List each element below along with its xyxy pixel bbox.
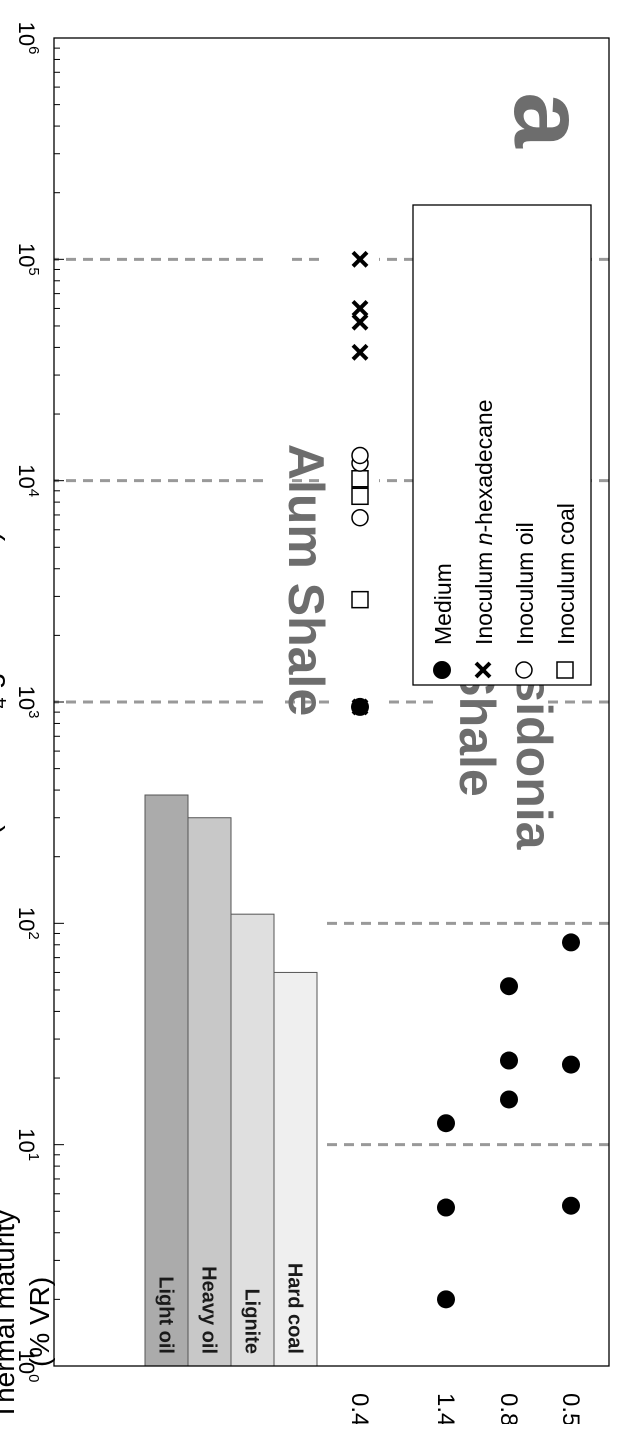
legend-marker [556, 661, 574, 679]
legend-label: Inoculum n-hexadecane [471, 399, 497, 645]
data-point-square [351, 487, 369, 506]
data-point-circle-open [351, 446, 369, 465]
x-tick-label: 104 [14, 464, 42, 497]
data-point-x-stroke [351, 250, 369, 268]
data-point-x-stroke [351, 343, 369, 361]
data-points [351, 250, 580, 1309]
group-label-alum: Alum Shale [278, 444, 334, 716]
y-axis-title-line2: (% VR) [24, 1277, 55, 1367]
data-point-circle-filled [437, 1198, 455, 1217]
reference-bar-label: Light oil [155, 1276, 177, 1354]
data-point-x [351, 343, 369, 361]
legend-label: Medium [430, 563, 456, 645]
data-point-circle-filled [437, 1290, 455, 1309]
y-axis-row-labels: 0.53 0.88 1.45 0.49 [346, 1393, 584, 1429]
row-label: 0.53 [557, 1393, 584, 1424]
x-tick-label: 102 [14, 907, 42, 940]
data-point-x [351, 698, 369, 716]
data-point-x-stroke [351, 300, 369, 317]
row-label: 1.45 [432, 1393, 459, 1424]
data-point-circle-filled [500, 1051, 518, 1070]
data-point-square [351, 470, 369, 488]
data-point-circle-filled [562, 1055, 580, 1074]
data-point-x-stroke [351, 313, 369, 331]
legend-marker [474, 661, 492, 679]
data-point-circle-open [351, 508, 369, 527]
reference-bar-label: Heavy oil [198, 1266, 220, 1354]
legend-marker [433, 661, 451, 679]
x-axis-title: Production rate (nmol CH4 g-1 TOC d-1) [0, 531, 11, 1047]
data-point-circle-filled [562, 1196, 580, 1215]
data-point-circle-filled [500, 977, 518, 996]
legend: Inoculum coal Inoculum oil Inoculum n-hexa… [412, 204, 592, 686]
legend-marker [515, 661, 533, 679]
data-point-x [351, 300, 369, 317]
data-point-x [351, 250, 369, 268]
data-point-circle-filled [437, 1114, 455, 1133]
legend-label: Inoculum oil [512, 522, 538, 645]
data-point-circle-filled [562, 933, 580, 952]
data-point-x-stroke [351, 698, 369, 716]
data-point-x [351, 313, 369, 331]
row-label: 0.88 [495, 1393, 522, 1424]
row-label: 0.49 [346, 1393, 373, 1424]
y-axis-title-line1: Thermal maturity [0, 1210, 20, 1420]
reference-bar-label: Lignite [241, 1288, 263, 1354]
x-axis-tick-labels: 100 101 102 103 104 105 106 [14, 22, 42, 1383]
reference-bars: Hard coal Lignite Heavy oil Light oil [144, 794, 318, 1367]
data-point-square [351, 590, 369, 609]
x-tick-label: 101 [14, 1128, 42, 1161]
x-tick-label: 100 [14, 1350, 42, 1383]
data-point-circle-filled [500, 1090, 518, 1109]
legend-box [412, 204, 592, 686]
x-tick-label: 105 [14, 243, 42, 276]
reference-lines [54, 257, 609, 1147]
x-tick-label: 106 [14, 22, 42, 55]
panel-label: a [493, 92, 605, 149]
reference-bar-label: Hard coal [284, 1263, 306, 1354]
x-axis-ticks [54, 37, 64, 1367]
x-tick-label: 103 [14, 686, 42, 719]
legend-marker-stroke [474, 661, 492, 679]
legend-label: Inoculum coal [553, 503, 579, 645]
